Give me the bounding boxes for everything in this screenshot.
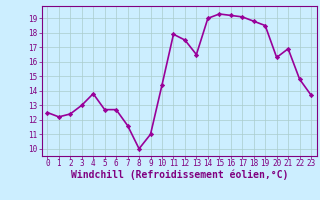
X-axis label: Windchill (Refroidissement éolien,°C): Windchill (Refroidissement éolien,°C) — [70, 169, 288, 180]
